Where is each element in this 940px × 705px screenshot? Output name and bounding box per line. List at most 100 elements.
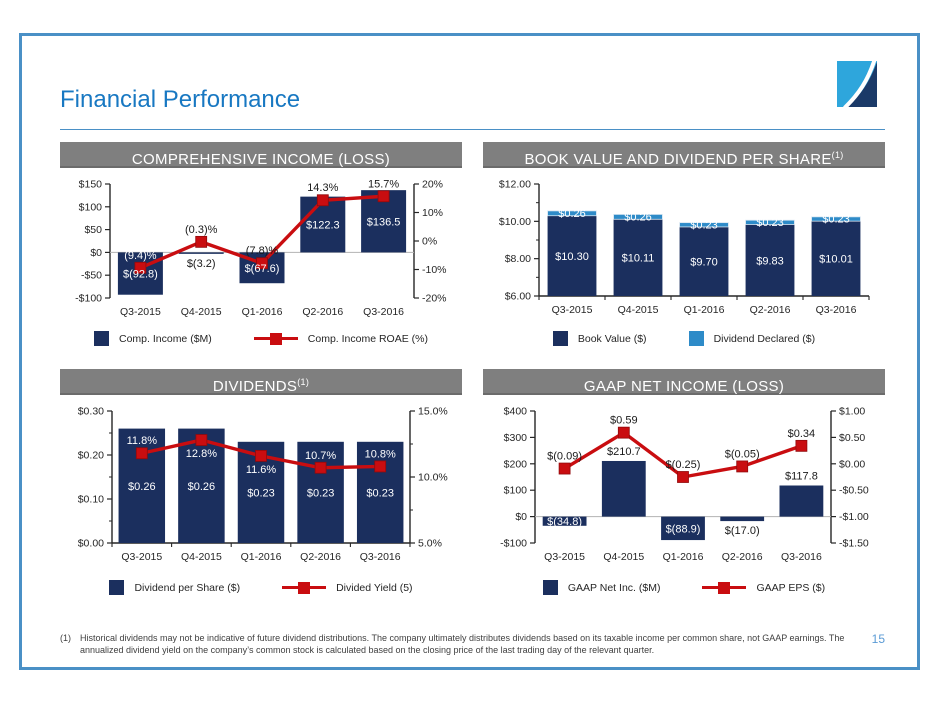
svg-text:Q3-2015: Q3-2015 (544, 551, 585, 563)
legend: Comp. Income ($M) Comp. Income ROAE (%) (60, 330, 462, 347)
svg-text:$122.3: $122.3 (306, 220, 340, 232)
svg-text:$6.00: $6.00 (505, 291, 531, 303)
svg-text:$100: $100 (504, 485, 528, 497)
panel-book-value: BOOK VALUE AND DIVIDEND PER SHARE(1) $12… (483, 142, 885, 347)
bar-swatch-icon (542, 580, 558, 595)
svg-text:$(67.6): $(67.6) (245, 263, 280, 275)
svg-text:Q3-2015: Q3-2015 (120, 306, 161, 318)
svg-text:$12.00: $12.00 (499, 179, 531, 191)
legend-label: GAAP Net Inc. ($M) (567, 581, 661, 594)
svg-text:-$1.00: -$1.00 (839, 511, 869, 523)
svg-text:Q4-2015: Q4-2015 (181, 306, 222, 318)
svg-text:$0: $0 (515, 511, 527, 523)
svg-text:5.0%: 5.0% (418, 538, 442, 550)
svg-text:14.3%: 14.3% (307, 182, 338, 194)
svg-text:-10%: -10% (422, 264, 447, 276)
svg-text:$117.8: $117.8 (785, 471, 818, 483)
svg-text:$10.00: $10.00 (499, 216, 531, 228)
svg-text:$(88.9): $(88.9) (666, 523, 701, 535)
svg-text:Q1-2016: Q1-2016 (242, 306, 283, 318)
svg-text:$0.00: $0.00 (839, 458, 865, 470)
chart-title: DIVIDENDS (212, 378, 298, 395)
svg-text:Q3-2016: Q3-2016 (816, 304, 857, 316)
svg-text:$0.23: $0.23 (756, 217, 784, 229)
svg-text:Q3-2016: Q3-2016 (360, 551, 401, 563)
footer: (1) Historical dividends may not be indi… (60, 632, 885, 656)
line-swatch-icon (702, 581, 747, 594)
page-number: 15 (871, 632, 885, 646)
svg-text:Q2-2016: Q2-2016 (302, 306, 343, 318)
legend: GAAP Net Inc. ($M) GAAP EPS ($) (483, 579, 885, 596)
legend-item-gaap-net-inc: GAAP Net Inc. ($M) (542, 580, 661, 595)
svg-text:$210.7: $210.7 (607, 446, 641, 458)
svg-text:$(3.2): $(3.2) (187, 258, 216, 270)
svg-text:$1.00: $1.00 (839, 406, 865, 418)
legend-label: Book Value ($) (577, 332, 647, 345)
legend: Dividend per Share ($) Divided Yield (5) (60, 579, 462, 596)
chart-title: BOOK VALUE AND DIVIDEND PER SHARE (524, 151, 832, 168)
legend-label: GAAP EPS ($) (756, 581, 826, 594)
legend-item-comp-income-roae: Comp. Income ROAE (%) (253, 332, 428, 345)
svg-text:20%: 20% (422, 179, 443, 191)
svg-text:Q3-2015: Q3-2015 (552, 304, 593, 316)
legend-label: Dividend Declared ($) (713, 332, 816, 345)
svg-text:$0.10: $0.10 (78, 494, 104, 506)
svg-text:$0.26: $0.26 (624, 211, 652, 223)
svg-text:$(0.25): $(0.25) (666, 459, 701, 471)
svg-text:$9.83: $9.83 (756, 255, 784, 267)
svg-text:$400: $400 (504, 406, 528, 418)
comprehensive-income-chart: $150 $100 $50 $0 -$50 -$100 20% 10% 0% -10% -20% $(… (75, 178, 447, 318)
svg-text:(0.3)%: (0.3)% (185, 224, 218, 236)
svg-text:10.7%: 10.7% (305, 450, 336, 462)
slide-frame: Financial Performance COMPREHENSIVE INCO… (19, 33, 920, 670)
svg-text:Q4-2015: Q4-2015 (618, 304, 659, 316)
legend-item-dividend-yield: Divided Yield (5) (282, 581, 413, 594)
chart-title-footnote-ref: (1) (297, 377, 310, 387)
legend-item-dividend-declared: Dividend Declared ($) (688, 331, 816, 346)
svg-text:Q2-2016: Q2-2016 (300, 551, 341, 563)
svg-text:Q4-2015: Q4-2015 (181, 551, 222, 563)
svg-text:-20%: -20% (422, 293, 447, 305)
svg-text:$0.20: $0.20 (78, 450, 104, 462)
svg-text:$100: $100 (79, 201, 103, 213)
svg-text:$0.34: $0.34 (788, 428, 816, 440)
title-divider (60, 129, 885, 130)
svg-text:$50: $50 (84, 224, 102, 236)
svg-text:-$0.50: -$0.50 (839, 485, 869, 497)
legend: Book Value ($) Dividend Declared ($) (483, 330, 885, 347)
svg-text:$(17.0): $(17.0) (725, 525, 760, 537)
chart-title-footnote-ref: (1) (831, 150, 844, 160)
svg-text:Q1-2016: Q1-2016 (684, 304, 725, 316)
svg-text:$9.70: $9.70 (690, 256, 718, 268)
svg-text:10%: 10% (422, 207, 443, 219)
company-logo (837, 59, 877, 110)
legend-item-comp-income: Comp. Income ($M) (94, 331, 212, 346)
bar-swatch-icon (552, 331, 568, 346)
page-title: Financial Performance (60, 86, 301, 113)
panel-gaap-net-income: GAAP NET INCOME (LOSS) $400 $300 $200 $100 $… (483, 369, 885, 596)
svg-text:$0.26: $0.26 (128, 481, 156, 493)
bar-swatch-icon (94, 331, 109, 346)
svg-text:11.8%: 11.8% (127, 435, 158, 447)
legend-item-gaap-eps: GAAP EPS ($) (702, 581, 826, 594)
svg-text:$0.50: $0.50 (839, 432, 865, 444)
svg-text:$0.23: $0.23 (690, 219, 718, 231)
svg-text:Q1-2016: Q1-2016 (241, 551, 282, 563)
svg-text:$10.30: $10.30 (555, 251, 589, 263)
footnote-text: Historical dividends may not be indicati… (80, 633, 845, 655)
svg-text:$0.59: $0.59 (610, 415, 638, 427)
chart-title: GAAP NET INCOME (LOSS) (583, 378, 785, 395)
svg-text:-$1.50: -$1.50 (839, 538, 869, 550)
svg-text:$300: $300 (504, 432, 528, 444)
line-swatch-icon (253, 332, 298, 345)
svg-text:Q3-2015: Q3-2015 (121, 551, 162, 563)
chart-header-book-value: BOOK VALUE AND DIVIDEND PER SHARE(1) (483, 142, 885, 168)
svg-text:-$100: -$100 (500, 538, 527, 550)
svg-text:$0.23: $0.23 (366, 487, 394, 499)
svg-text:Q3-2016: Q3-2016 (363, 306, 404, 318)
panel-comprehensive-income: COMPREHENSIVE INCOME (LOSS) $150 $100 $50 $… (60, 142, 462, 347)
legend-label: Comp. Income ROAE (%) (307, 332, 428, 345)
svg-text:$10.01: $10.01 (819, 254, 853, 266)
legend-item-book-value: Book Value ($) (552, 331, 647, 346)
svg-text:11.6%: 11.6% (246, 464, 277, 476)
